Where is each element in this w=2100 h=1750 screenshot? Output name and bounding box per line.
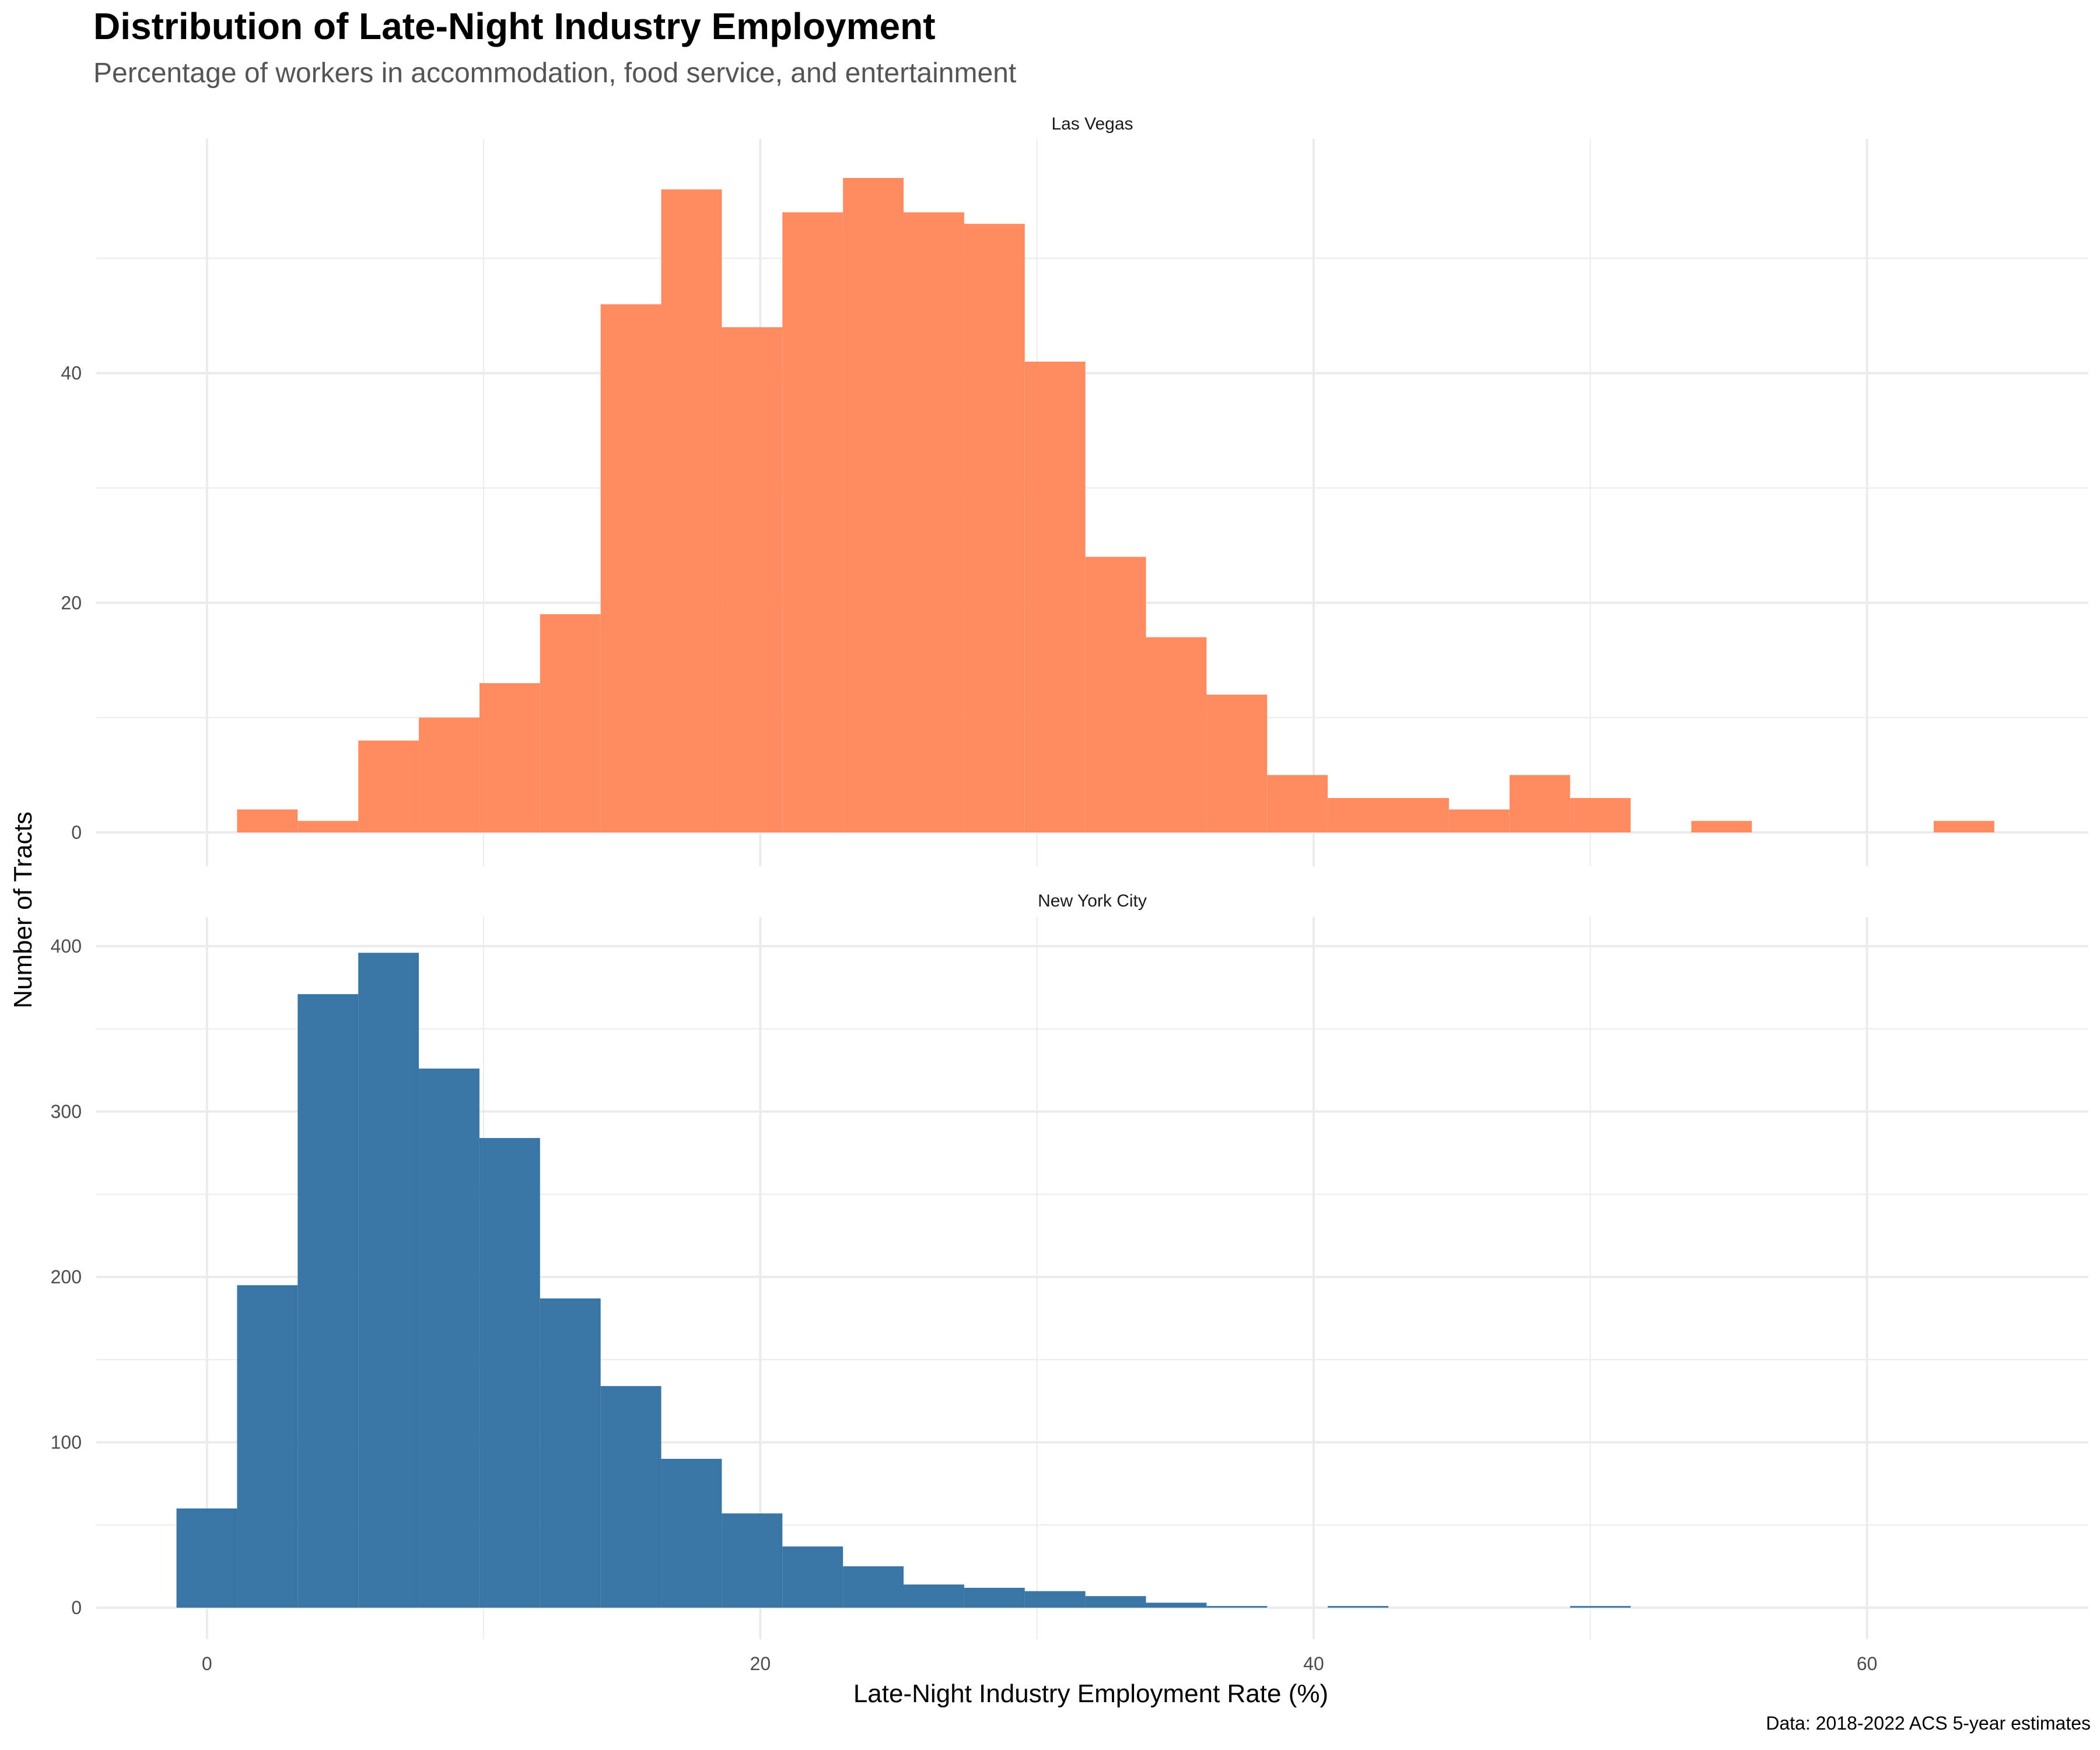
histogram-bars [237, 178, 1994, 833]
histogram-bar [1024, 361, 1086, 832]
histogram-bar [1570, 1606, 1631, 1608]
y-tick-label: 100 [51, 1432, 82, 1453]
y-tick-label: 400 [51, 936, 82, 957]
histogram-bar [904, 1584, 964, 1608]
histogram-bar [1206, 694, 1268, 832]
histogram-bar [722, 327, 783, 832]
histogram-bar [237, 809, 298, 832]
histogram-bar [176, 1508, 237, 1608]
histogram-bars [176, 953, 1631, 1608]
histogram-bar [1085, 1596, 1146, 1608]
facet-panel-new-york-city: New York City 0 100 200 300 400 [51, 891, 2088, 1639]
y-tick-label: 200 [51, 1266, 82, 1287]
chart-subtitle: Percentage of workers in accommodation, … [93, 58, 1017, 89]
y-tick-label: 40 [61, 363, 82, 384]
histogram-bar [237, 1285, 298, 1608]
x-axis-ticks: 0 20 40 60 [202, 1653, 1878, 1674]
histogram-bar [600, 1386, 662, 1608]
histogram-bar [419, 718, 480, 832]
histogram-bar [540, 1298, 601, 1608]
histogram-bar [661, 189, 722, 832]
x-tick-label: 20 [750, 1653, 771, 1674]
histogram-bar [1206, 1606, 1268, 1608]
histogram-bar [298, 821, 359, 832]
histogram-bar [1328, 797, 1389, 832]
histogram-bar [479, 1138, 540, 1608]
data-caption: Data: 2018-2022 ACS 5-year estimates [1766, 1713, 2091, 1734]
histogram-bar [1388, 797, 1449, 832]
histogram-bar [843, 1566, 904, 1608]
histogram-bar [358, 740, 419, 832]
histogram-bar [1570, 797, 1631, 832]
histogram-bar [1146, 637, 1207, 832]
x-tick-label: 40 [1303, 1653, 1324, 1674]
histogram-bar [1328, 1606, 1389, 1608]
y-tick-label: 0 [71, 822, 82, 843]
histogram-bar [1448, 809, 1510, 832]
histogram-bar [1509, 775, 1570, 832]
histogram-bar [1933, 821, 1994, 832]
histogram-bar [722, 1513, 783, 1608]
histogram-bar [661, 1458, 722, 1608]
histogram-bar [904, 212, 964, 833]
chart-title: Distribution of Late-Night Industry Empl… [93, 5, 936, 47]
y-axis-label: Number of Tracts [9, 811, 37, 1008]
histogram-bar [1267, 775, 1328, 832]
histogram-bar [1146, 1602, 1207, 1608]
histogram-bar [358, 953, 419, 1608]
facet-panel-las-vegas: Las Vegas 0 20 40 [61, 114, 2088, 866]
facet-label: New York City [1038, 891, 1147, 911]
histogram-bar [782, 1546, 844, 1608]
histogram-bar [964, 223, 1025, 833]
x-axis-label: Late-Night Industry Employment Rate (%) [853, 1679, 1328, 1708]
histogram-bar [843, 178, 904, 832]
y-tick-label: 0 [71, 1597, 82, 1618]
histogram-bar [964, 1587, 1025, 1608]
histogram-bar [540, 614, 601, 832]
histogram-bar [479, 683, 540, 832]
histogram-bar [1024, 1591, 1086, 1608]
histogram-bar [1691, 821, 1752, 832]
y-tick-label: 20 [61, 592, 82, 613]
x-tick-label: 60 [1857, 1653, 1878, 1674]
histogram-bar [782, 212, 844, 833]
histogram-bar [600, 304, 662, 832]
x-tick-label: 0 [202, 1653, 212, 1674]
histogram-bar [1085, 556, 1146, 832]
facet-label: Las Vegas [1051, 114, 1133, 134]
histogram-bar [419, 1068, 480, 1608]
histogram-bar [298, 994, 359, 1608]
y-tick-label: 300 [51, 1101, 82, 1122]
